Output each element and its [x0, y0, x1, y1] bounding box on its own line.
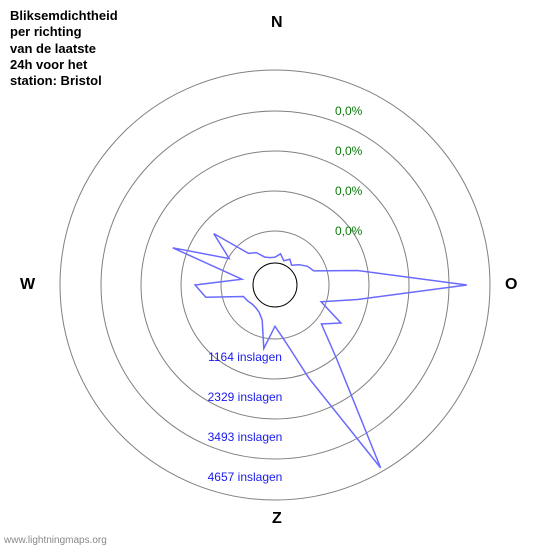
polar-chart-container: { "title": "Bliksemdichtheid\nper richti…: [0, 0, 550, 550]
ring-label-lower: 4657 inslagen: [208, 470, 283, 484]
compass-west: W: [20, 276, 35, 294]
compass-north: N: [271, 14, 283, 32]
ring-label-lower: 3493 inslagen: [208, 430, 283, 444]
compass-east: O: [505, 276, 517, 294]
chart-title: Bliksemdichtheid per richting van de laa…: [10, 8, 118, 89]
ring-label-upper: 0,0%: [335, 184, 363, 198]
compass-south: Z: [272, 510, 282, 528]
ring-label-upper: 0,0%: [335, 224, 363, 238]
ring-label-upper: 0,0%: [335, 104, 363, 118]
ring-label-lower: 2329 inslagen: [208, 390, 283, 404]
ring-label-upper: 0,0%: [335, 144, 363, 158]
center-hub: [253, 263, 297, 307]
ring-label-lower: 1164 inslagen: [208, 350, 282, 364]
footer-credit: www.lightningmaps.org: [4, 535, 107, 546]
